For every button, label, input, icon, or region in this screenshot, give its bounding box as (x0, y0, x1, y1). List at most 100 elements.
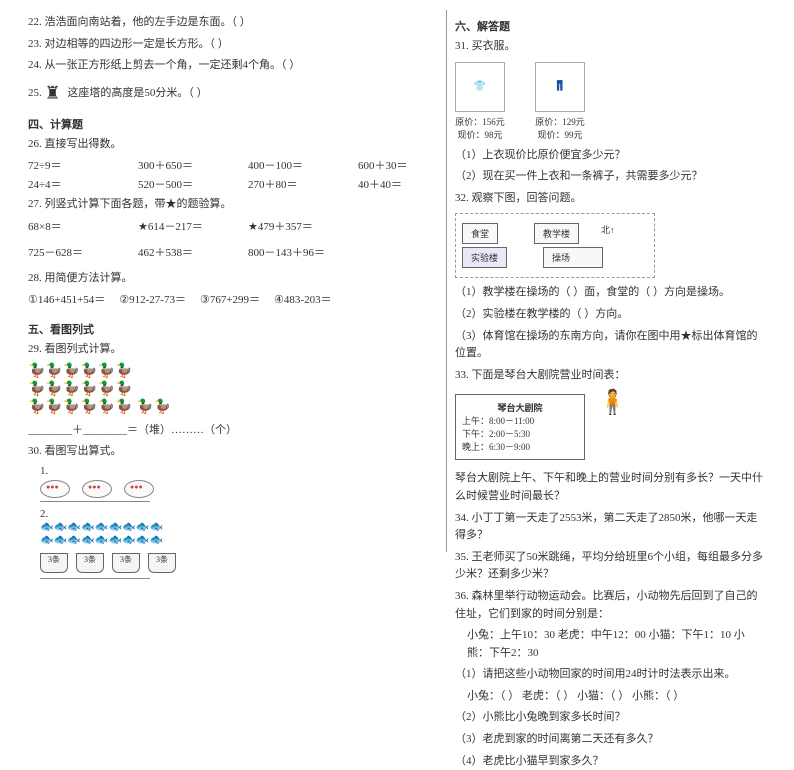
calc-2-1: 24÷4＝ (28, 176, 108, 192)
q31: 31. 买衣服。 (455, 38, 766, 56)
calc-1-1: 72÷9＝ (28, 157, 108, 173)
q22: 22. 浩浩面向南站着，他的左手边是东面。（ ） (28, 14, 438, 32)
shirt-orig: 原价：156元 (455, 115, 505, 128)
clothes-row: 👕 原价：156元 现价：98元 👖 原价：129元 现价：99元 (455, 62, 766, 141)
q36-2: （2）小熊比小兔晚到家多长时间？ (455, 709, 766, 727)
basket-1: 3条 (40, 553, 68, 573)
q36-times: 小兔：上午10：30 老虎：中午12：00 小猫：下午1：10 小熊：下午2：3… (467, 627, 766, 662)
calc-1-3: 400－100＝ (248, 157, 328, 173)
calc-2-4: 40＋40＝ (358, 176, 438, 192)
plate-1 (40, 480, 70, 498)
pants-icon: 👖 (535, 62, 585, 112)
cell-building: 教学楼 (534, 223, 579, 244)
q30-2: 2. 🐟🐟🐟🐟🐟🐟🐟🐟🐟🐟🐟🐟🐟🐟🐟🐟🐟🐟 3条 3条 3条 3条 (40, 508, 438, 579)
q23: 23. 对边相等的四边形一定是长方形。（ ） (28, 36, 438, 54)
plate-3 (124, 480, 154, 498)
answer-line-1 (40, 501, 150, 502)
calc-3-1: 68×8＝ (28, 218, 108, 234)
duck-row-2: 🦆🦆🦆🦆🦆🦆 (28, 381, 438, 399)
q28: 28. 用简便方法计算。 (28, 270, 438, 288)
duck-row-1: 🦆🦆🦆🦆🦆🦆 (28, 363, 438, 381)
schedule-box: 琴台大剧院 上午：8:00－11:00 下午：2:00－5:30 晚上：6:30… (455, 394, 585, 460)
schedule-line-1: 上午：8:00－11:00 (462, 414, 578, 427)
calc-4-2: 462＋538＝ (138, 244, 218, 260)
schedule-line-3: 晚上：6:30－9:00 (462, 440, 578, 453)
q33: 33. 下面是琴台大剧院营业时间表： (455, 367, 766, 385)
shirt-icon: 👕 (455, 62, 505, 112)
q30-1-num: 1. (40, 465, 48, 477)
left-column: 22. 浩浩面向南站着，他的左手边是东面。（ ） 23. 对边相等的四边形一定是… (20, 10, 447, 552)
calc-1-4: 600＋30＝ (358, 157, 438, 173)
shirt-curr: 现价：98元 (455, 128, 505, 141)
basket-4: 3条 (148, 553, 176, 573)
q30-1: 1. (40, 465, 438, 502)
cell-playground: 操场 (543, 247, 603, 268)
calc-row-4: 725－628＝ 462＋538＝ 800－143＋96＝ (28, 244, 438, 260)
north-label: 北↑ (601, 223, 615, 244)
pants-orig: 原价：129元 (535, 115, 585, 128)
basket-2: 3条 (76, 553, 104, 573)
calc-row-2: 24÷4＝ 520－500＝ 270＋80＝ 40＋40＝ (28, 176, 438, 192)
cell-lab: 实验楼 (462, 247, 507, 268)
calc-5-1: ①146+451+54＝ (28, 291, 105, 307)
section5-title: 五、看图列式 (28, 321, 438, 337)
pants-curr: 现价：99元 (535, 128, 585, 141)
calc-row-1: 72÷9＝ 300＋650＝ 400－100＝ 600＋30＝ (28, 157, 438, 173)
q24: 24. 从一张正方形纸上剪去一个角，一定还剩4个角。（ ） (28, 57, 438, 75)
direction-diagram: 食堂 教学楼 北↑ 实验楼 操场 (455, 213, 655, 278)
calc-1-2: 300＋650＝ (138, 157, 218, 173)
basket-row: 3条 3条 3条 3条 (40, 553, 176, 573)
cell-canteen: 食堂 (462, 223, 498, 244)
q34: 34. 小丁丁第一天走了2553米，第二天走了2850米，他哪一天走得多？ (455, 510, 766, 545)
fish-icon: 🐟🐟🐟🐟🐟🐟🐟🐟🐟🐟🐟🐟🐟🐟🐟🐟🐟🐟 (40, 520, 163, 546)
answer-row: ________＋________＝（堆）………（个） (28, 422, 438, 440)
calc-3-2: ★614－217＝ (138, 218, 218, 234)
q25-text: 这座塔的高度是50分米。（ ） (67, 87, 207, 99)
calc-3-3: ★479＋357＝ (248, 218, 328, 234)
q31-2: （2）现在买一件上衣和一条裤子，共需要多少元？ (455, 168, 766, 186)
q36-4: （4）老虎比小猫早到家多久？ (455, 753, 766, 770)
section4-title: 四、计算题 (28, 116, 438, 132)
person-icon: 🧍 (598, 388, 628, 428)
fish-row: 🐟🐟🐟🐟🐟🐟🐟🐟🐟🐟🐟🐟🐟🐟🐟🐟🐟🐟 3条 3条 3条 3条 (40, 520, 240, 576)
q36-3: （3）老虎到家的时间离第二天还有多久？ (455, 731, 766, 749)
duck-row-3: 🦆🦆🦆🦆🦆🦆 🦆🦆 (28, 399, 438, 417)
section6-title: 六、解答题 (455, 18, 766, 34)
q36: 36. 森林里举行动物运动会。比赛后，小动物先后回到了自己的住址，它们到家的时间… (455, 588, 766, 623)
schedule-title: 琴台大剧院 (462, 401, 578, 414)
q32-2: （2）实验楼在教学楼的（ ）方向。 (455, 306, 766, 324)
calc-5-3: ③767+299＝ (200, 291, 260, 307)
basket-3: 3条 (112, 553, 140, 573)
calc-5-2: ②912-27-73＝ (119, 291, 186, 307)
q30-2-num: 2. (40, 508, 48, 520)
calc-4-1: 725－628＝ (28, 244, 108, 260)
pants-item: 👖 原价：129元 现价：99元 (535, 62, 585, 141)
q32-1: （1）教学楼在操场的（ ）面，食堂的（ ）方向是操场。 (455, 284, 766, 302)
calc-2-2: 520－500＝ (138, 176, 218, 192)
pagoda-icon: ♜ (45, 79, 61, 108)
shirt-item: 👕 原价：156元 现价：98元 (455, 62, 505, 141)
schedule-line-2: 下午：2:00－5:30 (462, 427, 578, 440)
q30: 30. 看图写出算式。 (28, 443, 438, 461)
calc-5-4: ④483-203＝ (274, 291, 332, 307)
q25: 25. ♜ 这座塔的高度是50分米。（ ） (28, 79, 438, 108)
q33-text: 琴台大剧院上午、下午和晚上的营业时间分别有多长？一天中什么时候营业时间最长？ (455, 470, 766, 505)
calc-4-3: 800－143＋96＝ (248, 244, 328, 260)
q32-3: （3）体育馆在操场的东南方向，请你在图中用★标出体育馆的位置。 (455, 328, 766, 363)
q35: 35. 王老师买了50米跳绳，平均分给班里6个小组，每组最多分多少米？还剩多少米… (455, 549, 766, 584)
q29: 29. 看图列式计算。 (28, 341, 438, 359)
fruit-row (40, 480, 438, 498)
q26: 26. 直接写出得数。 (28, 136, 438, 154)
answer-line-2 (40, 578, 150, 579)
schedule-container: 琴台大剧院 上午：8:00－11:00 下午：2:00－5:30 晚上：6:30… (455, 388, 766, 466)
calc-row-5: ①146+451+54＝ ②912-27-73＝ ③767+299＝ ④483-… (28, 291, 438, 307)
plate-2 (82, 480, 112, 498)
q27: 27. 列竖式计算下面各题，带★的题验算。 (28, 196, 438, 214)
q25-num: 25. (28, 87, 45, 99)
q31-1: （1）上衣现价比原价便宜多少元？ (455, 147, 766, 165)
q32: 32. 观察下图，回答问题。 (455, 190, 766, 208)
duck-grid: 🦆🦆🦆🦆🦆🦆 🦆🦆🦆🦆🦆🦆 🦆🦆🦆🦆🦆🦆 🦆🦆 (28, 363, 438, 418)
right-column: 六、解答题 31. 买衣服。 👕 原价：156元 现价：98元 👖 原价：129… (447, 10, 774, 552)
calc-row-3: 68×8＝ ★614－217＝ ★479＋357＝ (28, 218, 438, 234)
calc-2-3: 270＋80＝ (248, 176, 328, 192)
